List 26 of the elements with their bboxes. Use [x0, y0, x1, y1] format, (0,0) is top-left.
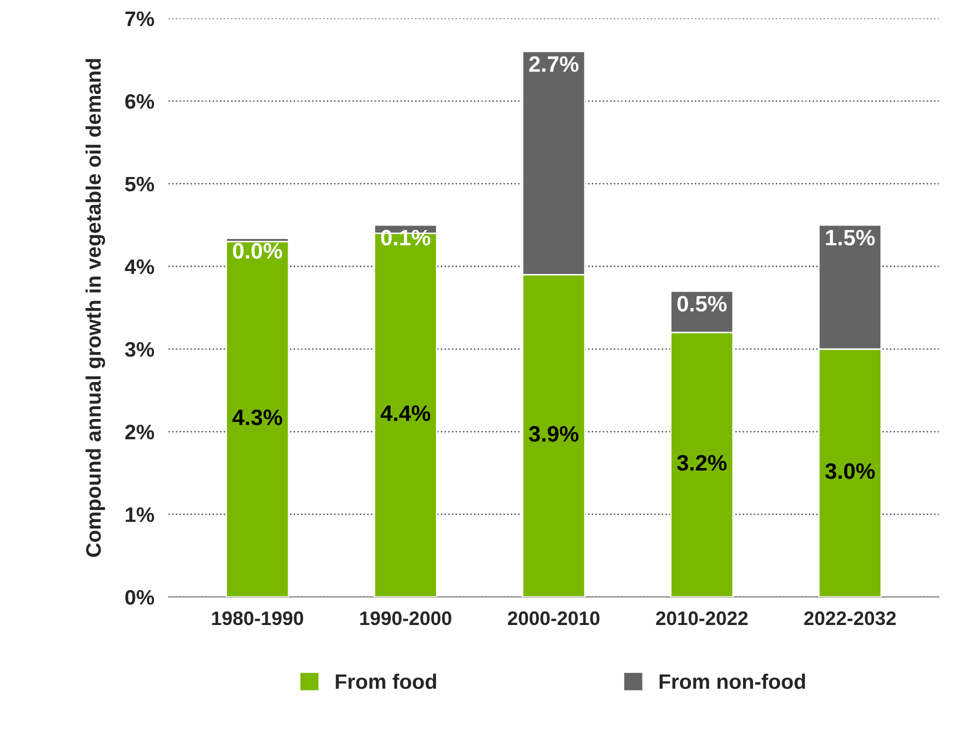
y-tick-label: 1%	[126, 507, 154, 522]
legend-label: From non-food	[660, 674, 805, 689]
x-tick-label: 2022-2032	[804, 611, 896, 626]
data-label: 3.2%	[677, 454, 727, 471]
y-tick-label: 6%	[125, 94, 154, 109]
y-tick-label: 7%	[125, 11, 154, 26]
data-label: 1.5%	[826, 230, 875, 246]
data-label: 0.5%	[677, 296, 727, 312]
x-tick-label: 1980-1990	[212, 611, 304, 626]
y-tick-label: 0%	[125, 590, 154, 605]
legend-label: From food	[336, 674, 436, 689]
data-label: 3.0%	[825, 463, 875, 479]
data-label: 4.4%	[380, 405, 430, 422]
y-tick-label: 3%	[125, 342, 154, 357]
y-tick-label: 4%	[124, 259, 154, 274]
data-label: 4.3%	[232, 410, 282, 426]
x-tick-label: 2010-2022	[656, 611, 748, 626]
bar	[226, 240, 290, 597]
x-tick-label: 1990-2000	[360, 611, 452, 626]
data-label: 2.7%	[529, 56, 578, 72]
y-tick-label: 5%	[125, 176, 154, 192]
data-label: 0.0%	[232, 242, 282, 259]
data-label: 3.9%	[528, 426, 578, 442]
x-tick-label: 2000-2010	[508, 611, 600, 626]
y-tick-label: 2%	[125, 424, 154, 440]
y-axis-title: Compound annual growth in vegetable oil demand	[86, 59, 106, 557]
